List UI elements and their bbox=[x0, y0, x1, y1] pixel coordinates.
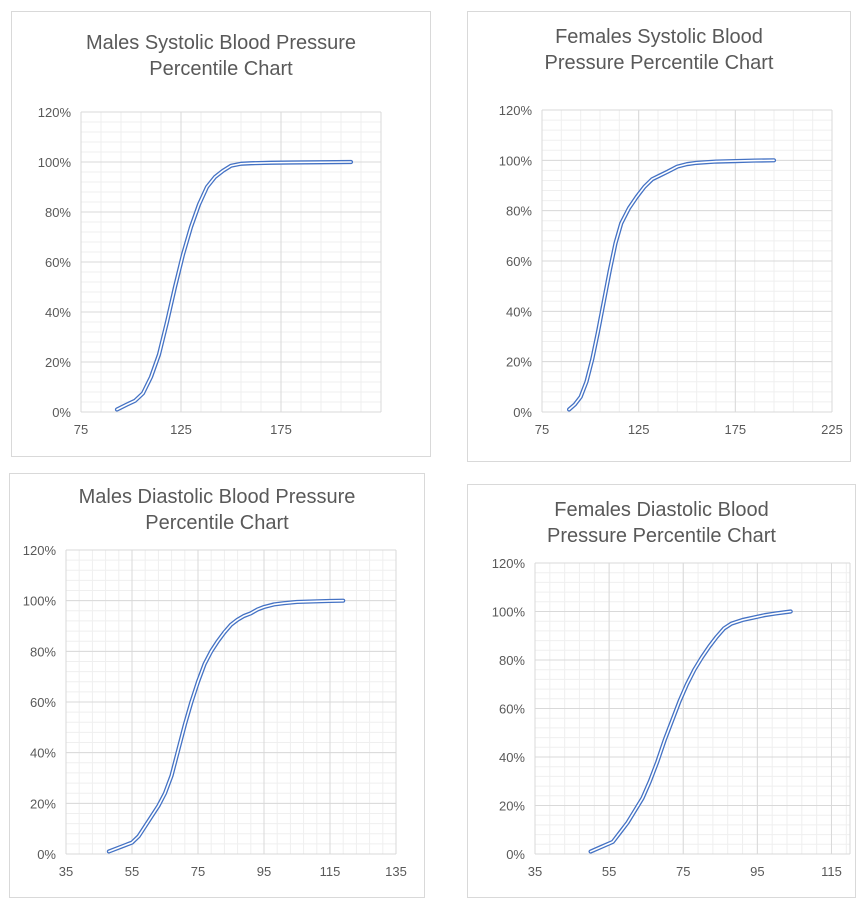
y-tick-label: 100% bbox=[38, 155, 72, 170]
y-tick-label: 80% bbox=[30, 644, 56, 659]
males-systolic-chart: Males Systolic Blood Pressure Percentile… bbox=[11, 11, 431, 457]
series-line-inner bbox=[116, 161, 352, 411]
x-tick-label: 125 bbox=[170, 422, 192, 437]
y-tick-label: 40% bbox=[30, 746, 56, 761]
y-tick-label: 100% bbox=[499, 153, 533, 168]
y-tick-label: 0% bbox=[513, 405, 532, 420]
x-tick-label: 75 bbox=[676, 864, 690, 879]
y-tick-label: 120% bbox=[492, 556, 526, 571]
x-tick-label: 35 bbox=[59, 864, 73, 879]
x-tick-label: 95 bbox=[750, 864, 764, 879]
y-tick-label: 0% bbox=[52, 405, 71, 420]
y-tick-label: 80% bbox=[506, 204, 532, 219]
y-tick-label: 0% bbox=[37, 847, 56, 862]
chart-title-line-1: Males Diastolic Blood Pressure bbox=[78, 486, 356, 508]
chart-title-line-1: Males Systolic Blood Pressure bbox=[85, 32, 357, 54]
y-tick-label: 80% bbox=[499, 653, 525, 668]
x-tick-label: 75 bbox=[74, 422, 88, 437]
x-tick-label: 135 bbox=[385, 864, 407, 879]
chart-title-line-2: Percentile Chart bbox=[149, 58, 293, 80]
y-tick-label: 120% bbox=[23, 543, 57, 558]
x-tick-label: 35 bbox=[528, 864, 542, 879]
x-tick-label: 175 bbox=[724, 422, 746, 437]
y-tick-label: 80% bbox=[45, 205, 71, 220]
y-tick-label: 60% bbox=[499, 702, 525, 717]
chart-title-line-1: Females Systolic Blood bbox=[555, 26, 763, 48]
y-tick-label: 40% bbox=[499, 750, 525, 765]
chart-title: Females Systolic Blood Pressure Percenti… bbox=[468, 24, 850, 76]
y-tick-label: 120% bbox=[499, 103, 533, 118]
chart-title: Males Diastolic Blood Pressure Percentil… bbox=[10, 484, 424, 536]
y-tick-label: 20% bbox=[30, 796, 56, 811]
chart-title: Females Diastolic Blood Pressure Percent… bbox=[468, 497, 855, 549]
chart-title: Males Systolic Blood Pressure Percentile… bbox=[12, 30, 430, 82]
chart-title-line-2: Percentile Chart bbox=[145, 512, 289, 534]
x-tick-label: 225 bbox=[821, 422, 843, 437]
y-tick-label: 20% bbox=[499, 799, 525, 814]
x-tick-label: 55 bbox=[125, 864, 139, 879]
chart-title-line-2: Pressure Percentile Chart bbox=[544, 52, 774, 74]
plot-area: 0% 20% 40% 60% 80% 100% 120% 35 55 75 95 115 135 bbox=[23, 543, 407, 879]
x-tick-label: 115 bbox=[320, 864, 341, 879]
series-line-inner bbox=[589, 610, 792, 853]
y-tick-label: 20% bbox=[506, 355, 532, 370]
chart-title-line-2: Pressure Percentile Chart bbox=[547, 525, 776, 547]
series-line-inner bbox=[108, 599, 345, 853]
y-tick-label: 120% bbox=[38, 105, 72, 120]
plot-area: 0% 20% 40% 60% 80% 100% 120% 75 125 175 bbox=[38, 105, 382, 437]
y-tick-label: 100% bbox=[23, 594, 57, 609]
chart-title-line-1: Females Diastolic Blood bbox=[554, 499, 769, 521]
plot-area: 0% 20% 40% 60% 80% 100% 120% 35 55 75 95 115 bbox=[492, 556, 851, 879]
plot-area: 0% 20% 40% 60% 80% 100% 120% 75 125 175 225 bbox=[499, 103, 843, 437]
females-diastolic-chart: Females Diastolic Blood Pressure Percent… bbox=[467, 484, 856, 898]
females-systolic-chart: Females Systolic Blood Pressure Percenti… bbox=[467, 11, 851, 462]
x-tick-label: 115 bbox=[821, 864, 842, 879]
y-tick-label: 0% bbox=[506, 847, 525, 862]
y-tick-label: 60% bbox=[30, 695, 56, 710]
series-line-inner bbox=[568, 159, 775, 411]
x-tick-label: 55 bbox=[602, 864, 616, 879]
x-tick-label: 95 bbox=[257, 864, 271, 879]
y-tick-label: 100% bbox=[492, 605, 526, 620]
x-tick-label: 75 bbox=[535, 422, 549, 437]
y-tick-label: 60% bbox=[45, 255, 71, 270]
x-tick-label: 75 bbox=[191, 864, 205, 879]
y-tick-label: 60% bbox=[506, 254, 532, 269]
y-tick-label: 20% bbox=[45, 355, 71, 370]
x-tick-label: 125 bbox=[628, 422, 650, 437]
y-tick-label: 40% bbox=[45, 305, 71, 320]
males-diastolic-chart: Males Diastolic Blood Pressure Percentil… bbox=[9, 473, 425, 898]
x-tick-label: 175 bbox=[270, 422, 292, 437]
y-tick-label: 40% bbox=[506, 304, 532, 319]
